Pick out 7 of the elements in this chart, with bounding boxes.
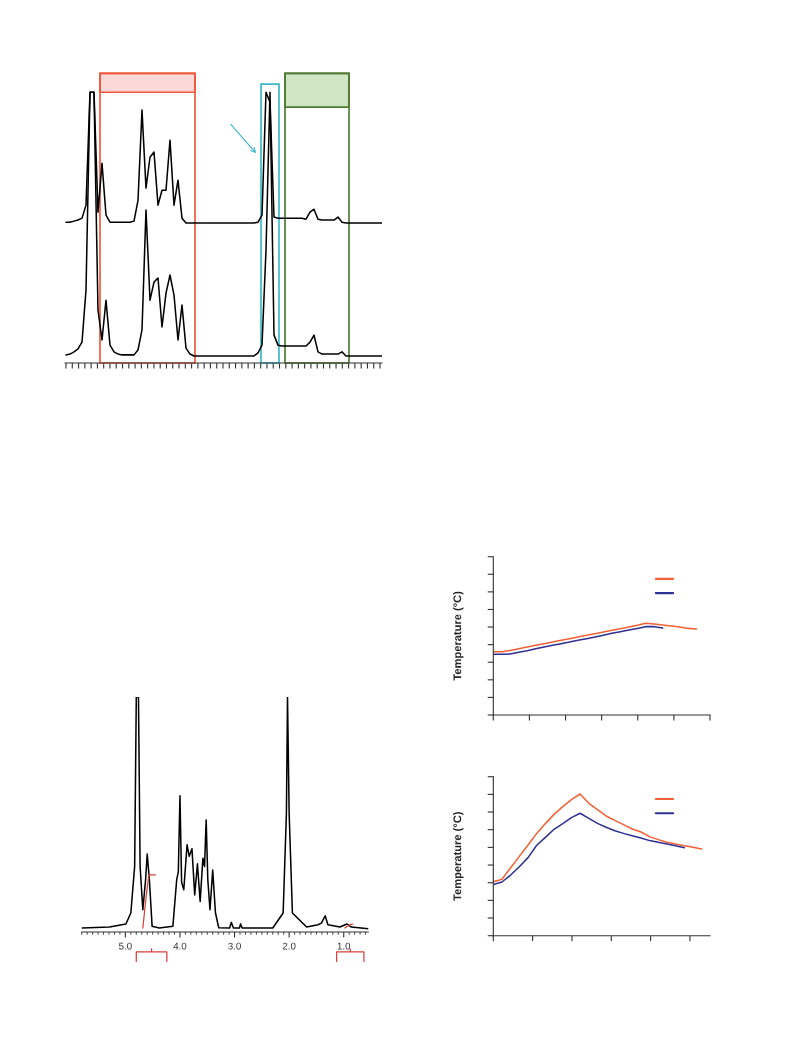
x-tick-label: 4.0	[173, 942, 187, 950]
x-tick-label: 3.0	[228, 942, 241, 950]
x-tick-label: 5.0	[119, 942, 132, 950]
y-axis-title: Temperature (°C)	[453, 812, 464, 901]
x-tick-label: 1.0	[337, 942, 351, 950]
x-tick-label: 2.0	[282, 942, 296, 950]
y-axis-title: Temperature (°C)	[453, 591, 464, 681]
